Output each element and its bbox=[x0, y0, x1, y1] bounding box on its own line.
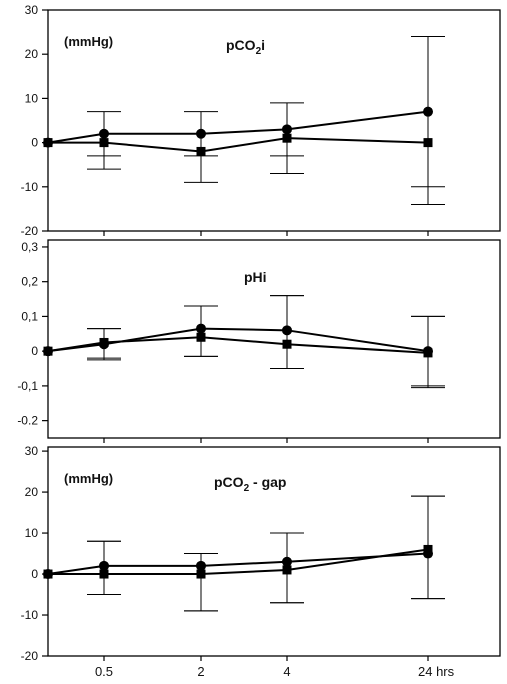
unit-label-pco2i: (mmHg) bbox=[64, 34, 113, 49]
y-tick-label: -20 bbox=[21, 224, 39, 238]
y-tick-label: 10 bbox=[25, 526, 39, 540]
data-point-square bbox=[99, 337, 109, 347]
chart-title-phi: pHi bbox=[244, 269, 267, 285]
data-point-square bbox=[43, 138, 53, 148]
y-tick-label: 0 bbox=[31, 567, 38, 581]
data-point-square bbox=[282, 133, 292, 143]
data-point-circle bbox=[99, 560, 109, 571]
y-tick-label: 0 bbox=[31, 344, 38, 358]
unit-label-pco2-gap: (mmHg) bbox=[64, 471, 113, 486]
data-point-circle bbox=[282, 124, 292, 135]
data-point-square bbox=[196, 146, 206, 156]
data-point-square bbox=[99, 138, 109, 148]
plot-frame-pco2i bbox=[47, 9, 501, 232]
y-tick-label: 0,3 bbox=[21, 240, 38, 254]
plot-frame-phi bbox=[47, 239, 501, 439]
x-tick-label: 24 hrs bbox=[418, 664, 455, 679]
data-point-circle bbox=[282, 556, 292, 567]
chart-title-pco2i: pCO2i bbox=[226, 37, 265, 57]
chart-title-pco2-gap: pCO2 - gap bbox=[214, 474, 286, 494]
y-tick-label: 0,2 bbox=[21, 275, 38, 289]
y-tick-label: 30 bbox=[25, 444, 39, 458]
y-tick-label: -0,1 bbox=[17, 379, 38, 393]
data-point-square bbox=[282, 565, 292, 575]
y-tick-label: 20 bbox=[25, 47, 39, 61]
data-point-square bbox=[423, 544, 433, 554]
y-tick-label: 0 bbox=[31, 136, 38, 150]
y-tick-label: 30 bbox=[25, 3, 39, 17]
x-tick-label: 4 bbox=[283, 664, 290, 679]
data-point-square bbox=[423, 138, 433, 148]
data-point-circle bbox=[196, 323, 206, 334]
panel-pco2i: (mmHg) pCO2i 30 20 10 0 -10 -20 bbox=[21, 3, 501, 238]
data-point-square bbox=[99, 569, 109, 579]
data-point-square bbox=[282, 339, 292, 349]
data-point-square bbox=[43, 569, 53, 579]
y-tick-label: -20 bbox=[21, 649, 39, 663]
y-tick-label: -0.2 bbox=[17, 414, 38, 428]
data-point-circle bbox=[99, 128, 109, 139]
data-point-square bbox=[196, 569, 206, 579]
data-point-square bbox=[196, 332, 206, 342]
y-tick-label: -10 bbox=[21, 608, 39, 622]
data-point-square bbox=[43, 346, 53, 356]
y-tick-label: 0,1 bbox=[21, 309, 38, 323]
data-point-circle bbox=[196, 560, 206, 571]
y-tick-label: 10 bbox=[25, 91, 39, 105]
data-point-square bbox=[423, 348, 433, 358]
x-tick-label: 2 bbox=[197, 664, 204, 679]
panel-phi: pHi 0,3 0,2 0,1 0 -0,1 -0.2 bbox=[17, 239, 501, 443]
data-point-circle bbox=[282, 325, 292, 336]
data-point-circle bbox=[196, 128, 206, 139]
y-tick-label: -10 bbox=[21, 180, 39, 194]
plot-frame-pco2-gap bbox=[47, 446, 501, 657]
y-tick-label: 20 bbox=[25, 485, 39, 499]
x-tick-label: 0.5 bbox=[95, 664, 113, 679]
panel-pco2-gap: (mmHg) pCO2 - gap 30 20 10 0 -10 -20 0.5 2 4 24 h… bbox=[21, 444, 501, 679]
data-point-circle bbox=[423, 106, 433, 117]
